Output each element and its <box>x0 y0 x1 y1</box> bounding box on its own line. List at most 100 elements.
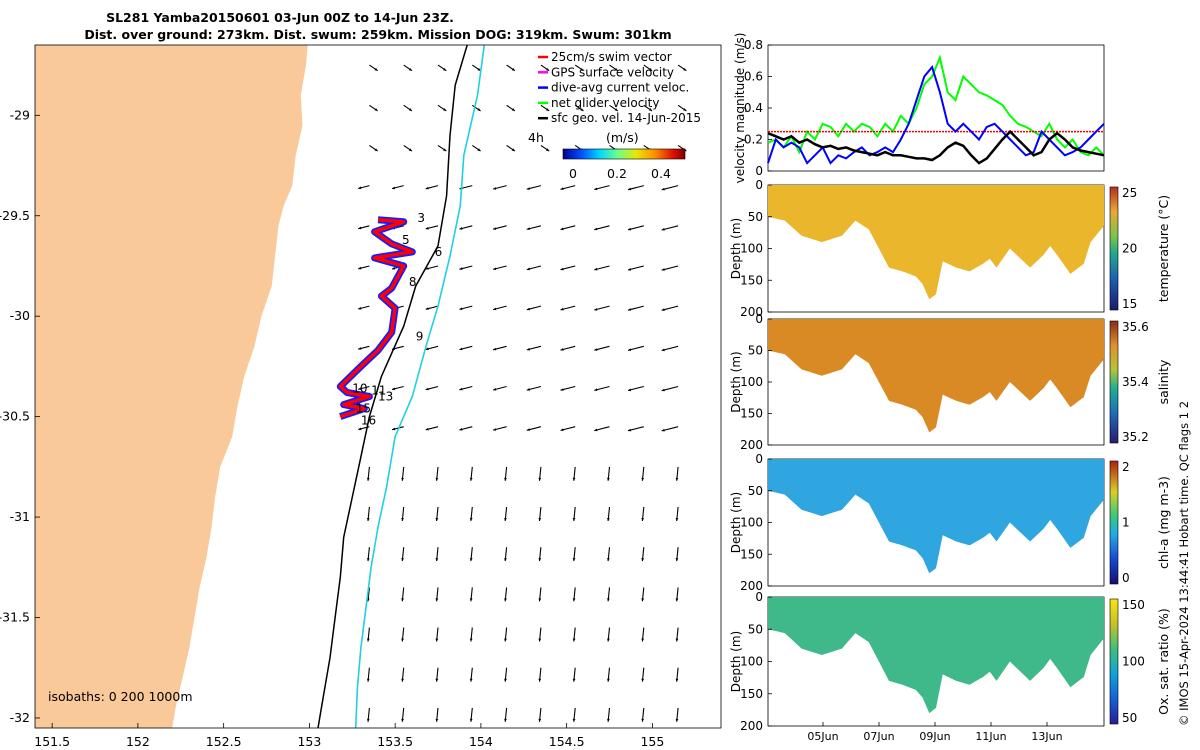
map-ticks: 151.5 152 152.5 153 153.5 154 154.5 155-29-29.5… <box>0 107 664 749</box>
track-swim-vector <box>338 218 415 419</box>
depth-ylabel: Depth (m) <box>729 218 743 279</box>
velocity-arrowhead <box>628 227 632 231</box>
velocity-arrowhead <box>392 266 396 270</box>
velocity-arrowhead <box>614 108 618 111</box>
legend-label: dive-avg current veloc. <box>551 81 689 95</box>
section-colorbar <box>1109 320 1119 444</box>
velocity-arrowhead <box>594 187 598 191</box>
velocity-arrowhead <box>683 68 687 71</box>
velocity-arrowhead <box>366 518 370 521</box>
velocity-arrowhead <box>358 347 362 350</box>
waypoint-label: 8 <box>409 275 417 289</box>
velocity-arrowhead <box>401 678 404 682</box>
colorbar-tick-label: 0 <box>1122 571 1130 585</box>
velocity-arrowhead <box>366 477 370 481</box>
velocity-arrowhead <box>648 108 653 111</box>
waypoint-label: 3 <box>417 211 425 225</box>
depth-tick-label: 200 <box>740 305 763 319</box>
depth-tick-label: 150 <box>740 687 763 701</box>
velocity-ylabel: velocity magnitude (m/s) <box>733 33 747 184</box>
waypoint-label: 13 <box>378 390 393 404</box>
legend-label: 25cm/s swim vector <box>551 50 672 64</box>
velocity-arrowhead <box>661 308 665 311</box>
velocity-arrowhead <box>392 427 396 431</box>
velocity-y-tick-label: 0.8 <box>744 38 763 52</box>
velocity-arrowhead <box>504 558 507 562</box>
velocity-arrowhead <box>594 388 598 391</box>
velocity-arrowhead <box>358 186 362 190</box>
velocity-arrowhead <box>469 598 473 602</box>
x-tick-label: 152.5 <box>206 734 242 749</box>
velocity-arrowhead <box>607 598 610 602</box>
legend-label: sfc geo. vel. 14-Jun-2015 <box>551 111 701 125</box>
velocity-arrowhead <box>594 308 598 311</box>
date-tick-label: 05Jun <box>807 730 838 743</box>
velocity-arrowhead <box>469 678 473 682</box>
velocity-y-tick-label: 0.4 <box>744 101 763 115</box>
x-tick-label: 153.5 <box>377 734 413 749</box>
isobath-200m <box>317 44 468 729</box>
y-tick-label: -30 <box>10 308 30 323</box>
velocity-arrowhead <box>469 518 473 521</box>
velocity-arrowhead <box>401 598 404 602</box>
x-tick-label: 152 <box>126 734 150 749</box>
velocity-arrowhead <box>493 347 497 351</box>
velocity-arrowhead <box>511 68 515 71</box>
waypoint-label: 6 <box>435 245 443 259</box>
depth-tick-label: 100 <box>740 655 763 669</box>
velocity-arrowhead <box>504 598 507 602</box>
waypoint-label: 11 <box>371 384 386 398</box>
velocity-arrowhead <box>675 558 679 562</box>
velocity-arrowhead <box>408 148 412 152</box>
velocity-arrowhead <box>459 307 463 311</box>
velocity-arrowhead <box>401 718 404 722</box>
velocity-arrowhead <box>628 348 632 351</box>
velocity-arrowhead <box>443 108 447 111</box>
colorbar-tick-label: 35.4 <box>1122 375 1149 389</box>
velocity-y-tick-label: 0.2 <box>744 133 763 147</box>
velocity-arrowhead <box>572 518 576 521</box>
colorbar-label: salinity <box>1156 359 1171 404</box>
velocity-arrowhead <box>493 187 497 190</box>
velocity-arrowhead <box>648 68 653 71</box>
depth-tick-label: 150 <box>740 273 763 287</box>
velocity-arrowhead <box>366 638 370 642</box>
velocity-arrowhead <box>526 227 530 230</box>
velocity-arrowhead <box>401 518 404 521</box>
velocity-arrowhead <box>526 388 530 391</box>
depth-tick-label: 100 <box>740 516 763 530</box>
velocity-arrowhead <box>435 477 439 481</box>
velocity-arrowhead <box>392 387 396 391</box>
velocity-arrowhead <box>477 68 481 71</box>
velocity-arrowhead <box>661 428 665 432</box>
depth-tick-label: 0 <box>755 178 763 192</box>
depth-tick-label: 100 <box>740 375 763 389</box>
velocity-arrowhead <box>594 348 598 351</box>
velocity-arrowhead <box>594 267 598 271</box>
velocity-arrowhead <box>374 68 378 71</box>
velocity-arrowhead <box>607 638 610 642</box>
velocity-arrowhead <box>358 427 362 431</box>
velocity-arrowhead <box>675 718 679 722</box>
velocity-arrowhead <box>425 186 429 190</box>
colorbar-label: Ox. sat. ratio (%) <box>1156 608 1171 715</box>
velocity-arrowhead <box>435 638 439 642</box>
waypoint-label: 10 <box>352 382 367 396</box>
velocity-arrowhead <box>358 226 362 230</box>
date-tick-label: 07Jun <box>863 730 894 743</box>
velocity-arrowhead <box>392 186 396 190</box>
velocity-arrowhead <box>572 558 576 562</box>
depth-tick-label: 200 <box>740 719 763 733</box>
depth-ylabel: Depth (m) <box>729 492 743 553</box>
velocity-arrowhead <box>366 718 370 722</box>
colorbar-tick-label: 0 <box>569 166 577 181</box>
velocity-arrowhead <box>526 307 530 311</box>
legend-time-label: 4h <box>528 130 544 145</box>
y-tick-label: -30.5 <box>0 409 30 424</box>
velocity-arrowhead <box>675 638 679 642</box>
